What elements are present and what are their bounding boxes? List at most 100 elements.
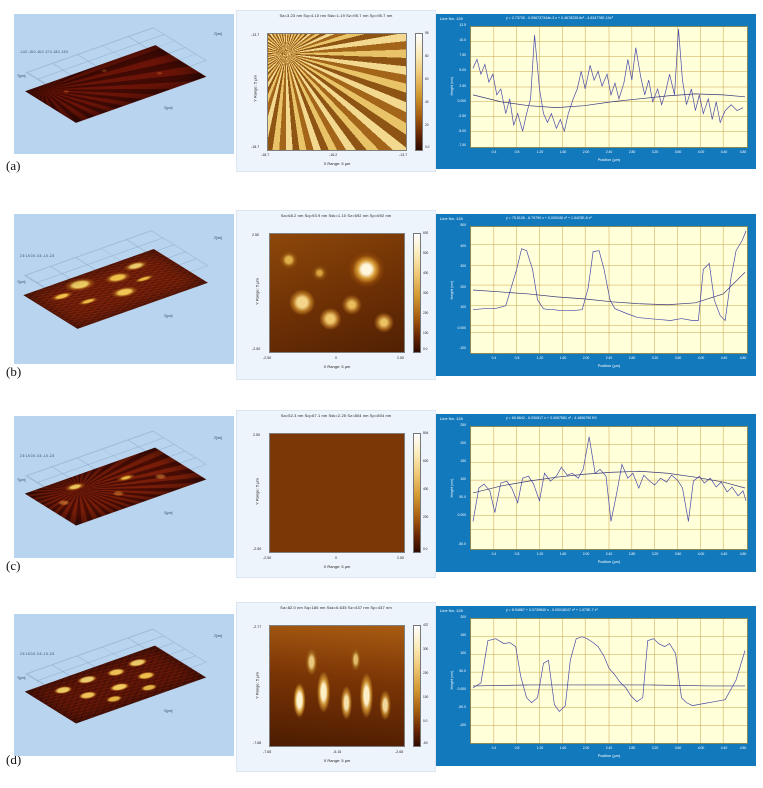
panel-label-a: (a)	[6, 158, 21, 173]
afm-colorbar-tick-2-b: 400	[423, 271, 429, 275]
afm-x-tick-2-d: -2.65	[395, 750, 404, 754]
afm-colorbar-tick-5-a: 0.0	[425, 145, 430, 149]
profile-x-tick-7-d: 3.20	[651, 746, 659, 750]
profile-trace-a	[472, 28, 744, 133]
surface-y-ticks-d: 2.5 1.5 0.5 -0.5 -1.5 -2.5	[20, 652, 55, 656]
profile-chart-d: Line No: 128 y = 8.94867 + 0.0739840 x -…	[436, 606, 756, 766]
afm-image-b	[269, 233, 405, 353]
profile-y-tick-0-b: 500	[460, 223, 466, 227]
profile-x-tick-6-a: 2.80	[628, 150, 636, 154]
profile-x-tick-5-b: 2.40	[605, 356, 613, 360]
profile-x-tick-8-b: 3.60	[674, 356, 682, 360]
afm-stats-a: Sa=3.23 nm Sq=4.10 nm Ssk=1.19 Sz=95.7 n…	[279, 13, 393, 18]
profile-x-tick-10-b: 4.40	[720, 356, 728, 360]
profile-x-tick-7-a: 3.20	[651, 150, 659, 154]
afm-image-d	[269, 625, 405, 747]
profile-x-axis-label-b: Position (µm)	[597, 364, 621, 368]
profile-x-tick-3-c: 1.60	[559, 552, 567, 556]
profile-plot-area-a	[470, 26, 748, 148]
surface-z-axis-label-d: Z[nm]	[214, 634, 223, 638]
profile-x-tick-8-a: 3.60	[674, 150, 682, 154]
profile-x-tick-4-b: 2.00	[582, 356, 590, 360]
profile-y-tick-4-a: 2.50	[459, 84, 466, 88]
profile-line-no-a: Line No: 128	[440, 16, 463, 21]
surface-x-axis-label-d: X[µm]	[164, 709, 173, 713]
surface-y-ticks-b: 2.5 1.5 0.5 -0.5 -1.5 -2.5	[20, 254, 55, 258]
surface-y-ticks-a: -14.0 -15.0 -16.0 -17.0 -18.0 -19.0	[20, 50, 69, 54]
profile-chart-c: Line No: 128 y = 60.8642 - 6.030817 x + …	[436, 414, 756, 572]
afm-x-axis-label-c: X Range: 5 µm	[323, 564, 351, 569]
figure-row-d: (d) 2.5 1.5 0.5 -0.5 -1.5 -2.5 Y[µm] X[µ…	[0, 592, 763, 788]
surface-y-axis-label-a: Y[µm]	[17, 74, 26, 78]
profile-x-tick-2-b: 1.20	[536, 356, 544, 360]
profile-y-tick-6-c: -50.0	[458, 542, 466, 546]
afm-stats-c: Sa=52.3 nm Sq=67.1 nm Ssk=2.25 Sz=804 nm…	[280, 413, 392, 418]
profile-plot-area-c	[470, 426, 748, 550]
afm-colorbar-tick-0-b: 692	[423, 231, 429, 235]
afm-y-axis-label-c: Y Range: 5 µm	[254, 478, 260, 505]
profile-x-tick-6-d: 2.80	[628, 746, 636, 750]
profile-y-tick-3-c: 100	[460, 477, 466, 481]
afm-stats-b: Sa=68.2 nm Sq=93.9 nm Ssk=1.10 Sz=692 nm…	[280, 213, 392, 218]
afm-colorbar-tick-5-b: 100	[423, 331, 429, 335]
afm-y-axis-label-d: Y Range: 5 µm	[254, 672, 260, 699]
profile-plot-area-b	[470, 226, 748, 354]
profile-x-tick-6-c: 2.80	[628, 552, 636, 556]
profile-x-tick-11-b: 4.80	[739, 356, 747, 360]
profile-fit-c	[472, 470, 746, 494]
afm-image-c	[269, 433, 405, 553]
panel-label-c: (c)	[6, 558, 21, 573]
profile-y-tick-0-d: 200	[460, 615, 466, 619]
surface-y-axis-label-c: Y[µm]	[17, 478, 26, 482]
profile-y-tick-1-a: 10.0	[459, 38, 466, 42]
profile-x-tick-9-d: 4.00	[697, 746, 705, 750]
profile-chart-b: Line No: 128 y = 75.5136 - 8.79790 x + 0…	[436, 214, 756, 376]
profile-trace-d	[472, 636, 746, 713]
afm-colorbar-tick-1-d: 300	[423, 647, 429, 651]
surface-y-axis-label-b: Y[µm]	[17, 280, 26, 284]
afm-y-top-a: -13.7	[251, 33, 260, 37]
profile-gridlines-d	[471, 619, 747, 743]
profile-y-axis-label-c: Height (nm)	[450, 478, 454, 498]
profile-x-tick-5-a: 2.40	[605, 150, 613, 154]
afm-colorbar-tick-3-a: 40	[425, 100, 429, 104]
afm-colorbar-tick-3-d: 100	[423, 695, 429, 699]
profile-svg-d	[471, 619, 747, 743]
profile-equation-b: y = 75.5136 - 8.79790 x + 0.000346 x² + …	[506, 216, 592, 220]
profile-y-tick-3-d: 50.0	[459, 669, 466, 673]
profile-x-tick-11-a: 4.80	[739, 150, 747, 154]
afm-x-axis-label-a: X Range: 5 µm	[323, 161, 351, 166]
profile-y-tick-4-b: 100	[460, 305, 466, 309]
afm-x-tick-1-d: -5.15	[333, 750, 342, 754]
profile-y-tick-1-d: 150	[460, 633, 466, 637]
afm-colorbar-tick-2-c: 400	[423, 487, 429, 491]
afm-colorbar-tick-3-b: 300	[423, 291, 429, 295]
profile-y-tick-1-b: 400	[460, 244, 466, 248]
afm-colorbar-tick-0-d: 437	[423, 623, 429, 627]
surface-plot-d: 2.5 1.5 0.5 -0.5 -1.5 -2.5 Y[µm] X[µm] Z…	[14, 614, 234, 756]
profile-x-tick-9-a: 4.00	[697, 150, 705, 154]
profile-y-tick-2-a: 7.50	[459, 53, 466, 57]
afm-x-tick-0-c: -2.50	[263, 556, 272, 560]
profile-y-tick-5-b: 0.000	[457, 326, 467, 330]
profile-y-axis-label-b: Height (nm)	[450, 280, 454, 300]
profile-x-tick-1-c: 0.8	[514, 552, 520, 556]
afm-map-d: Sa=82.0 nm Sq=186 nm Ssk=6.635 Sz=437 nm…	[236, 602, 436, 772]
profile-x-axis-label-c: Position (µm)	[597, 560, 621, 564]
profile-fit-a	[472, 93, 746, 109]
afm-colorbar-tick-1-c: 600	[423, 459, 429, 463]
afm-y-top-b: 2.50	[252, 233, 259, 237]
profile-y-tick-1-c: 200	[460, 441, 466, 445]
afm-y-bottom-d: -7.68	[253, 741, 262, 745]
afm-colorbar-tick-4-c: 0.0	[423, 547, 428, 551]
profile-equation-c: y = 60.8642 - 6.030817 x + 0.0067581 x² …	[506, 416, 597, 420]
profile-x-tick-1-b: 0.8	[514, 356, 520, 360]
afm-x-axis-label-d: X Range: 5 µm	[323, 758, 351, 763]
profile-y-tick-5-c: 0.000	[457, 513, 467, 517]
afm-y-top-c: 2.50	[253, 433, 260, 437]
profile-x-tick-4-a: 2.00	[582, 150, 590, 154]
afm-colorbar-d	[413, 625, 421, 747]
profile-y-tick-2-c: 150	[460, 459, 466, 463]
profile-y-tick-6-b: -100	[459, 346, 466, 350]
